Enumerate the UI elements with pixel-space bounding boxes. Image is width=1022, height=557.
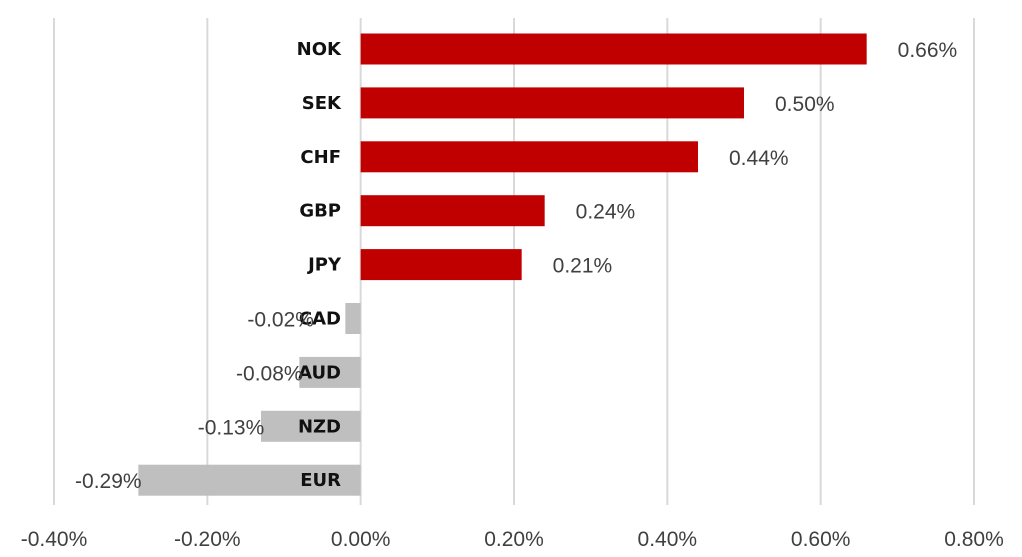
category-label-nok: NOK [297, 39, 342, 60]
category-label-jpy: JPY [306, 255, 342, 276]
bar-aud [299, 356, 361, 388]
bar-nok [360, 33, 867, 65]
bar-sek [360, 87, 744, 119]
category-label-eur: EUR [300, 470, 341, 491]
bars [138, 33, 867, 496]
data-label-eur: -0.29% [75, 470, 142, 493]
category-label-sek: SEK [302, 93, 342, 114]
category-label-aud: AUD [298, 362, 341, 383]
bar-eur [138, 464, 361, 496]
data-label-aud: -0.08% [236, 362, 303, 385]
x-tick-label: 0.80% [944, 528, 1004, 551]
category-label-chf: CHF [300, 147, 341, 168]
data-labels: 0.66% 0.50% 0.44% 0.24% 0.21% -0.02% -0.08% -0.… [75, 39, 957, 493]
x-axis-tick-labels: -0.40% -0.20% 0.00% 0.20% 0.40% 0.60% 0.80% [21, 528, 1004, 551]
data-label-chf: 0.44% [729, 147, 789, 170]
x-tick-label: 0.00% [331, 528, 391, 551]
data-label-cad: -0.02% [247, 309, 314, 332]
x-tick-label: -0.40% [21, 528, 88, 551]
category-label-gbp: GBP [299, 201, 341, 222]
category-labels: NOK SEK CHF GBP JPY CAD AUD NZD EUR [297, 39, 342, 491]
bar-cad [345, 303, 361, 334]
x-tick-label: 0.60% [791, 528, 851, 551]
bar-gbp [360, 195, 545, 227]
category-label-nzd: NZD [298, 416, 341, 437]
bar-nzd [261, 410, 361, 442]
bar-jpy [360, 249, 522, 281]
data-label-nok: 0.66% [898, 39, 958, 62]
bar-chf [360, 141, 698, 173]
data-label-nzd: -0.13% [198, 416, 265, 439]
data-label-sek: 0.50% [775, 93, 835, 116]
category-label-cad: CAD [299, 309, 341, 330]
x-tick-label: 0.20% [484, 528, 544, 551]
data-label-jpy: 0.21% [553, 255, 613, 278]
data-label-gbp: 0.24% [576, 201, 636, 224]
x-tick-label: 0.40% [638, 528, 698, 551]
x-tick-label: -0.20% [174, 528, 241, 551]
